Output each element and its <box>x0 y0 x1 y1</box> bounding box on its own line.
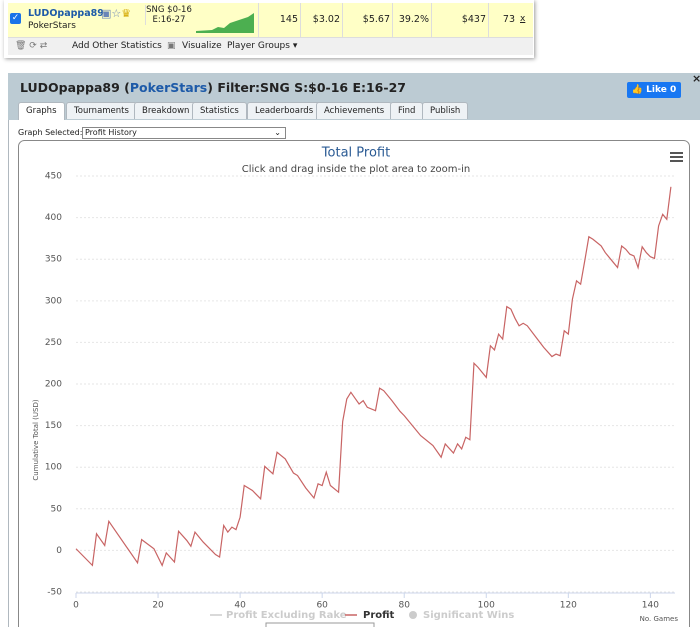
legend-item[interactable]: Significant Wins <box>423 610 514 621</box>
menu-icon[interactable] <box>670 152 683 162</box>
legend-item[interactable]: Profit Excluding Rake <box>226 610 347 621</box>
tab[interactable]: Graphs <box>18 102 65 120</box>
x-tick-label: 60 <box>316 601 328 611</box>
y-tick-label: 100 <box>45 463 62 473</box>
close[interactable]: × <box>692 72 700 85</box>
y-tick-label: 300 <box>45 296 62 306</box>
like-count: 0 <box>669 85 677 95</box>
stat-cell: $3.02 <box>300 3 343 37</box>
x-tick-label: 120 <box>560 601 577 611</box>
y-tick-label: 250 <box>45 338 62 348</box>
x-tick-label: 20 <box>152 601 164 611</box>
title-player: LUDOpappa89 ( <box>20 80 130 95</box>
title-site[interactable]: PokerStars <box>129 80 208 95</box>
player-link[interactable]: LUDOpappa89 <box>28 8 104 19</box>
zoom-box[interactable] <box>265 622 375 627</box>
stat-cell: $437 <box>431 3 489 37</box>
toolbar-button[interactable]: Player Groups ▾ <box>227 41 298 51</box>
y-tick-label: 450 <box>45 172 62 182</box>
y-tick-label: 150 <box>45 421 62 431</box>
y-axis-label: Cumulative Total (USD) <box>32 399 40 480</box>
stat-cell: 73 <box>488 3 518 37</box>
y-tick-label: 50 <box>51 504 63 514</box>
like-button[interactable]: 👍 Like 0 <box>627 82 681 98</box>
graph-label: Graph Selected: <box>18 128 83 137</box>
toolbar-button[interactable]: Visualize <box>182 41 222 51</box>
legend-symbol <box>409 611 417 619</box>
stat-cell: $5.67 <box>342 3 393 37</box>
x-tick-label: 100 <box>478 601 495 611</box>
tab[interactable]: Achievements <box>316 102 393 119</box>
y-tick-label: 400 <box>45 213 62 223</box>
chart: Total Profit Click and drag inside the p… <box>18 140 690 627</box>
checkbox[interactable]: ✓ <box>10 13 21 24</box>
tab[interactable]: Find <box>390 102 424 119</box>
remove-link[interactable]: x <box>520 14 526 24</box>
toolbar-icons[interactable]: 🗑 ⟳ ⇄ <box>15 41 48 51</box>
x-tick-label: 40 <box>234 601 246 611</box>
x-axis-label: No. Games <box>640 615 679 623</box>
tab[interactable]: Breakdown <box>134 102 198 119</box>
site: PokerStars <box>28 21 76 31</box>
y-tick-label: 0 <box>56 546 62 556</box>
y-tick-label: 200 <box>45 380 62 390</box>
sparkline <box>196 13 254 33</box>
panel-title: LUDOpappa89 (PokerStars) Filter:SNG S:$0… <box>20 80 406 95</box>
filter-cell: SNG $0-16 E:16-27 <box>145 5 192 25</box>
tab[interactable]: Publish <box>422 102 469 119</box>
graph-selected: Profit History <box>85 128 137 137</box>
legend-item[interactable]: Profit <box>363 610 395 621</box>
x-tick-label: 0 <box>73 601 79 611</box>
toolbar-button[interactable]: Add Other Statistics <box>72 41 162 51</box>
x-tick-label: 80 <box>398 601 410 611</box>
title-filter: ) Filter:SNG S:$0-16 E:16-27 <box>207 80 406 95</box>
stats-row <box>8 3 533 38</box>
stat-cell: 145 <box>258 3 301 37</box>
x-tick-label: 140 <box>642 601 659 611</box>
tab[interactable]: Statistics <box>192 102 247 119</box>
like-label: Like <box>646 85 667 95</box>
profit-line <box>75 186 672 567</box>
tab[interactable]: Tournaments <box>66 102 137 119</box>
y-tick-label: -50 <box>47 588 62 598</box>
tab[interactable]: Leaderboards <box>247 102 322 119</box>
graph-select[interactable]: Profit History ⌄ <box>82 127 286 139</box>
chart-title: Total Profit <box>321 146 390 161</box>
toolbar <box>8 38 533 55</box>
stat-cell: 39.2% <box>392 3 432 37</box>
toolbar-icon: ▣ <box>167 41 176 51</box>
icons[interactable]: ▣☆♛ <box>101 7 132 20</box>
chart-subtitle: Click and drag inside the plot area to z… <box>242 164 470 175</box>
y-tick-label: 350 <box>45 255 62 265</box>
